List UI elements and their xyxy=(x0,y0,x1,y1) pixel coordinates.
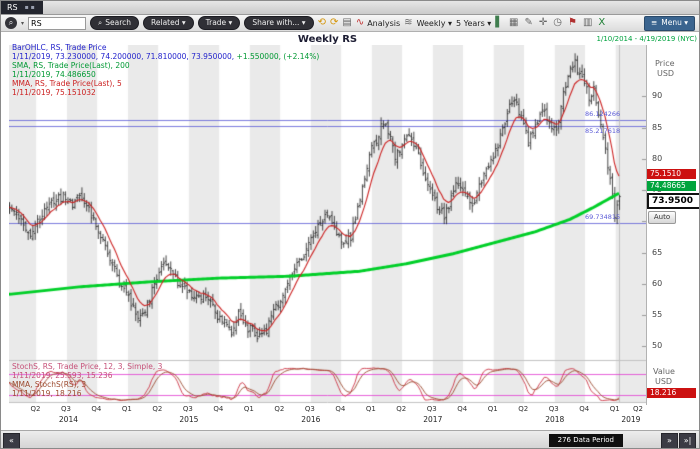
quarter-label: Q1 xyxy=(609,405,620,413)
price-tick-label: 85 xyxy=(652,122,663,132)
search-icon[interactable]: ⌕ xyxy=(5,17,17,29)
scroll-last-button[interactable]: »| xyxy=(679,433,696,448)
chevron-down-icon[interactable]: ▾ xyxy=(21,19,25,27)
legend-barohlc[interactable]: BarOHLC, RS, Trade Price xyxy=(12,43,107,52)
price-axis-border xyxy=(646,45,647,405)
quarter-label: Q2 xyxy=(274,405,285,413)
quarter-label: Q2 xyxy=(152,405,163,413)
quarter-label: Q4 xyxy=(579,405,590,413)
legend-stoch[interactable]: StochS, RS, Trade Price, 12, 3, Simple, … xyxy=(12,362,163,371)
quarter-label: Q2 xyxy=(518,405,529,413)
layout-icon[interactable]: ▥ xyxy=(582,17,593,28)
legend-mma-value: 1/11/2019, 75.151032 xyxy=(12,88,96,97)
quarter-label: Q3 xyxy=(426,405,437,413)
folder-icon[interactable]: ▤ xyxy=(342,17,352,28)
compare-grid-icon[interactable]: ▦ xyxy=(509,17,519,28)
scroll-next-button[interactable]: » xyxy=(661,433,678,448)
drawing-tools-icon[interactable]: ✎ xyxy=(524,17,533,28)
last-price-tag: 73.9500 xyxy=(647,193,699,209)
chart-style-icon[interactable]: ▌ xyxy=(495,17,503,28)
quarter-label: Q1 xyxy=(365,405,376,413)
redo-icon[interactable]: ⟳ xyxy=(329,17,339,28)
undo-icon[interactable]: ⟲ xyxy=(317,17,326,28)
share-with-button[interactable]: Share with... ▾ xyxy=(244,16,314,30)
quarter-label: Q3 xyxy=(304,405,315,413)
app-tab[interactable]: RS ▪ ▪ xyxy=(1,1,43,14)
price-tick-label: 80 xyxy=(652,153,663,163)
date-range-label: 1/10/2014 - 4/19/2019 (NYC) xyxy=(596,35,697,43)
range-select[interactable]: 5 Years ▾ xyxy=(456,18,492,28)
year-label: 2017 xyxy=(423,415,443,424)
sparkline-icon: ∿ xyxy=(355,17,365,28)
auto-scale-button[interactable]: Auto xyxy=(648,211,676,224)
excel-export-icon[interactable]: X xyxy=(598,17,606,28)
menu-button[interactable]: ≡ Menu ▾ xyxy=(643,15,695,31)
legend-stoch-mma[interactable]: MMA, StochS(RS), 3 xyxy=(12,380,87,389)
legend-barohlc-values: 1/11/2019, 73.230000, 74.200000, 71.8100… xyxy=(12,52,320,61)
quarter-label: Q3 xyxy=(182,405,193,413)
year-label: 2016 xyxy=(301,415,321,424)
chart-canvas[interactable] xyxy=(9,45,646,407)
quarter-label: Q2 xyxy=(396,405,407,413)
legend-sma[interactable]: SMA, RS, Trade Price(Last), 200 xyxy=(12,61,130,70)
quarter-label: Q1 xyxy=(487,405,498,413)
mma-price-tag: 75.1510 xyxy=(647,169,696,179)
quarter-label: Q1 xyxy=(243,405,254,413)
related-button[interactable]: Related ▾ xyxy=(143,16,194,30)
crosshair-icon[interactable]: ✛ xyxy=(538,17,548,28)
flag-event-icon[interactable]: ⚑ xyxy=(567,17,577,28)
analysis-button[interactable]: ∿ Analysis xyxy=(355,17,401,28)
quarter-label: Q2 xyxy=(30,405,41,413)
price-tick-label: 60 xyxy=(652,278,663,288)
legend-stoch-mma-value: 1/11/2019, 18.216 xyxy=(12,389,82,398)
hline-value-label: 86.124266 xyxy=(585,110,621,119)
quarter-label: Q3 xyxy=(60,405,71,413)
legend-sma-value: 1/11/2019, 74.486650 xyxy=(12,70,96,79)
price-tick-label: 55 xyxy=(652,310,663,319)
symbol-search-input[interactable] xyxy=(28,16,87,30)
year-label: 2015 xyxy=(179,415,199,424)
price-axis-title: Price xyxy=(655,59,675,68)
search-pill-icon: ⌕ xyxy=(98,18,103,27)
price-tick-label: 50 xyxy=(652,341,663,351)
scroll-first-button[interactable]: « xyxy=(3,433,20,448)
legend-stoch-values: 1/11/2019, 25.593, 15.236 xyxy=(12,371,113,380)
quarter-label: Q2 xyxy=(633,405,643,413)
legend-mma[interactable]: MMA, RS, Trade Price(Last), 5 xyxy=(12,79,122,88)
trade-button[interactable]: Trade ▾ xyxy=(197,16,241,30)
bottom-scroll-bar: « 276 Data Period » »| xyxy=(1,430,699,448)
interval-select[interactable]: Weekly ▾ xyxy=(416,18,452,28)
stoch-value-tag: 18.216 xyxy=(647,388,696,398)
app-tab-title: RS xyxy=(7,3,18,12)
quarter-label: Q1 xyxy=(121,405,132,413)
year-label: 2019 xyxy=(621,415,641,424)
quarter-label: Q4 xyxy=(457,405,468,413)
tab-strip: RS ▪ ▪ xyxy=(1,1,699,15)
quarter-label: Q4 xyxy=(213,405,224,413)
toolbar-icon-cluster: ▌ ▦ ✎ ✛ ◷ ⚑ ▥ X xyxy=(495,17,605,29)
stoch-axis-unit: USD xyxy=(655,377,673,386)
year-label: 2018 xyxy=(545,415,565,424)
quarter-label: Q4 xyxy=(91,405,102,413)
search-button[interactable]: ⌕ Search xyxy=(90,16,139,30)
price-axis-unit: USD xyxy=(657,69,675,78)
hline-value-label: 85.217618 xyxy=(585,127,621,136)
stoch-axis-title: Value xyxy=(653,367,675,376)
time-clock-icon[interactable]: ◷ xyxy=(553,17,562,28)
wave-icon[interactable]: ≋ xyxy=(404,17,413,28)
year-label: 2014 xyxy=(58,415,78,424)
hline-value-label: 69.734815 xyxy=(585,212,621,221)
price-tick-label: 90 xyxy=(652,91,663,101)
menu-icon: ≡ xyxy=(650,18,658,27)
price-tick-label: 65 xyxy=(652,247,663,257)
sma-price-tag: 74.48665 xyxy=(647,181,696,191)
data-period-box[interactable]: 276 Data Period xyxy=(548,434,623,447)
tab-icons: ▪ ▪ xyxy=(24,4,35,11)
chart-title: Weekly RS xyxy=(297,34,358,45)
quarter-label: Q4 xyxy=(335,405,346,413)
toolbar: ⌕ ▾ ⌕ Search Related ▾ Trade ▾ Share wit… xyxy=(1,15,699,32)
quarter-label: Q3 xyxy=(548,405,559,413)
